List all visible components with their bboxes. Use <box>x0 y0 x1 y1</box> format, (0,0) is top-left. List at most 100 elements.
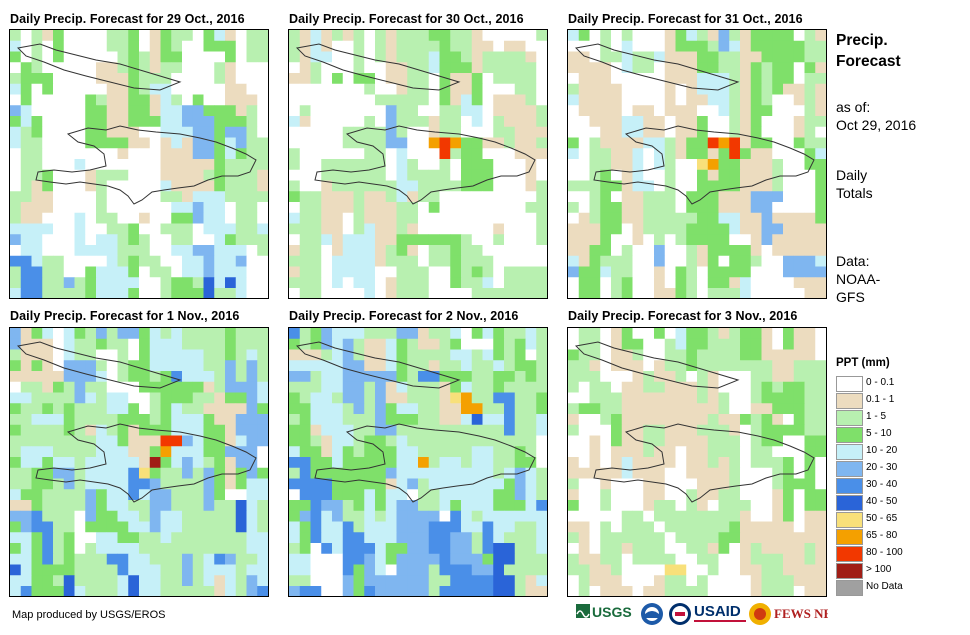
precip-cell <box>214 328 226 340</box>
precip-cell <box>686 575 698 587</box>
precip-cell <box>321 180 333 192</box>
precip-cell <box>707 116 719 128</box>
precip-cell <box>31 575 43 587</box>
precip-cell <box>439 457 451 469</box>
legend-title: PPT (mm) <box>836 357 890 369</box>
precip-cell <box>686 446 698 458</box>
precip-cell <box>289 521 301 533</box>
precip-cell <box>375 212 387 224</box>
precip-cell <box>718 83 730 95</box>
precip-cell <box>461 500 473 512</box>
precip-cell <box>697 457 709 469</box>
precip-cell <box>418 446 430 458</box>
precip-cell <box>117 126 129 138</box>
precip-cell <box>761 255 773 267</box>
precip-cell <box>149 510 161 522</box>
precip-cell <box>63 543 75 555</box>
precip-cell <box>525 532 537 544</box>
precip-cell <box>578 564 590 576</box>
precip-cell <box>664 126 676 138</box>
precip-cell <box>375 266 387 278</box>
precip-cell <box>385 575 397 587</box>
precip-cell <box>20 116 32 128</box>
precip-cell <box>718 510 730 522</box>
precip-cell <box>396 510 408 522</box>
precip-cell <box>63 521 75 533</box>
precip-cell <box>621 51 633 63</box>
precip-cell <box>149 202 161 214</box>
precip-cell <box>342 543 354 555</box>
precip-cell <box>160 116 172 128</box>
precip-cell <box>783 83 795 95</box>
precip-cell <box>63 148 75 160</box>
precip-cell <box>461 510 473 522</box>
precip-cell <box>214 191 226 203</box>
precip-cell <box>450 83 462 95</box>
precip-cell <box>225 116 237 128</box>
precip-cell <box>729 392 741 404</box>
precip-cell <box>257 467 268 479</box>
precip-cell <box>611 277 623 289</box>
precip-cell <box>106 62 118 74</box>
precip-cell <box>375 338 387 350</box>
precip-cell <box>418 521 430 533</box>
precip-cell <box>375 116 387 128</box>
precip-cell <box>750 414 762 426</box>
precip-cell <box>793 212 805 224</box>
precip-cell <box>214 500 226 512</box>
precip-cell <box>761 349 773 361</box>
precip-cell <box>761 212 773 224</box>
precip-cell <box>621 532 633 544</box>
precip-cell <box>697 148 709 160</box>
precip-cell <box>697 277 709 289</box>
precip-cell <box>654 202 666 214</box>
precip-cell <box>750 73 762 85</box>
precip-cell <box>611 543 623 555</box>
precip-cell <box>718 553 730 565</box>
precip-cell <box>225 564 237 576</box>
precip-cell <box>364 414 376 426</box>
precip-cell <box>804 191 816 203</box>
precip-cell <box>686 148 698 160</box>
precip-cell <box>74 105 86 117</box>
precip-cell <box>783 381 795 393</box>
precip-cell <box>74 489 86 501</box>
precip-cell <box>493 500 505 512</box>
precip-cell <box>396 532 408 544</box>
precip-cell <box>621 446 633 458</box>
precip-cell <box>783 126 795 138</box>
precip-cell <box>106 532 118 544</box>
precip-cell <box>63 371 75 383</box>
precip-cell <box>42 40 54 52</box>
precip-cell <box>783 73 795 85</box>
precip-cell <box>203 159 215 171</box>
precip-cell <box>332 521 344 533</box>
precip-cell <box>632 553 644 565</box>
precip-cell <box>568 467 580 479</box>
precip-cell <box>299 328 311 340</box>
precip-cell <box>171 212 183 224</box>
precip-cell <box>10 392 22 404</box>
precip-cell <box>504 435 516 447</box>
precip-cell <box>364 277 376 289</box>
precip-cell <box>407 381 419 393</box>
precip-cell <box>128 543 140 555</box>
precip-cell <box>332 414 344 426</box>
precip-cell <box>718 30 730 42</box>
precip-cell <box>536 414 547 426</box>
precip-cell <box>10 510 22 522</box>
fews-net-logo: FEWS NET <box>749 603 828 625</box>
precip-cell <box>439 575 451 587</box>
precip-cell <box>783 489 795 501</box>
precip-cell <box>225 191 237 203</box>
precip-cell <box>578 288 590 298</box>
precip-cell <box>654 212 666 224</box>
legend-label: 20 - 30 <box>866 462 898 473</box>
precip-cell <box>171 360 183 372</box>
precip-cell <box>493 414 505 426</box>
precip-cell <box>385 159 397 171</box>
precip-cell <box>299 349 311 361</box>
precip-cell <box>450 510 462 522</box>
precip-cell <box>128 392 140 404</box>
precip-cell <box>128 73 140 85</box>
